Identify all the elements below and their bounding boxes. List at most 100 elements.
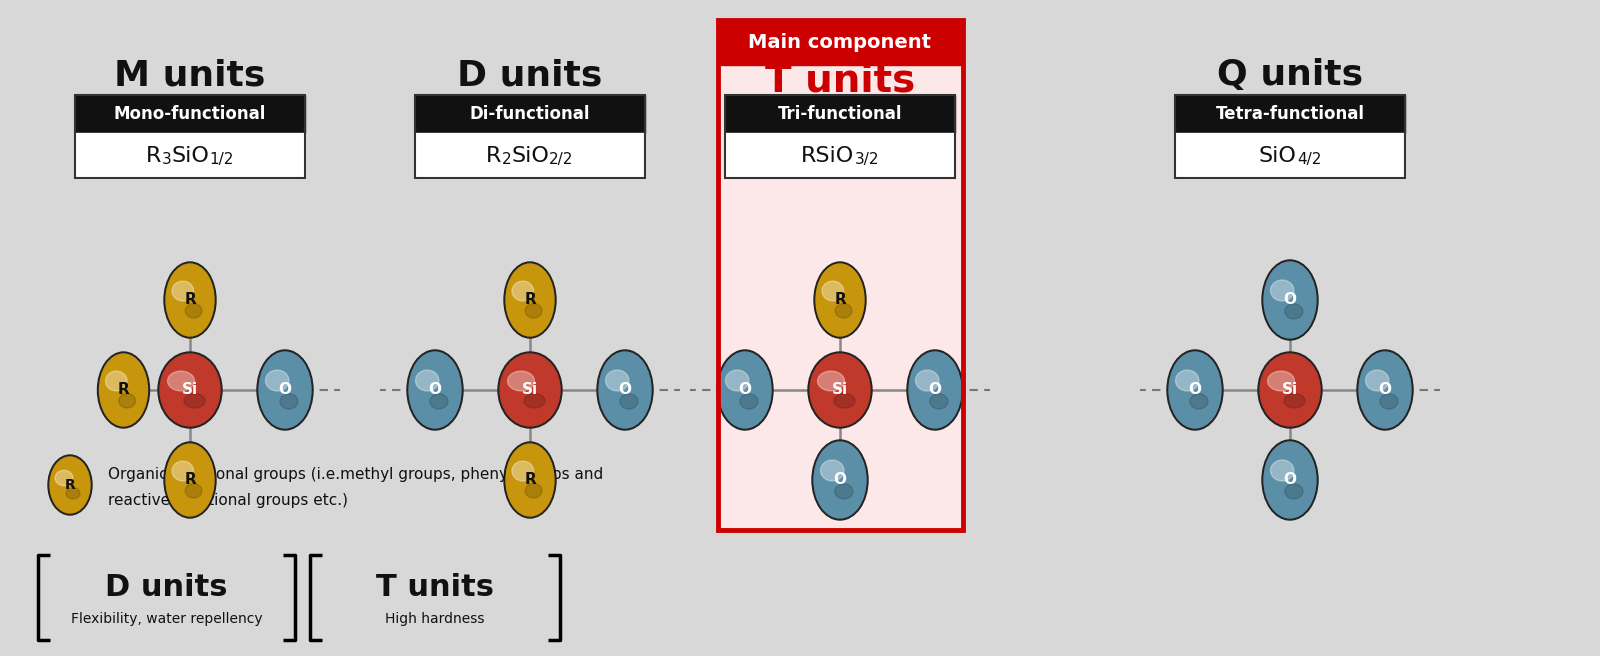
Ellipse shape xyxy=(1365,370,1389,391)
Bar xyxy=(75,95,306,133)
Ellipse shape xyxy=(1261,354,1320,426)
Ellipse shape xyxy=(907,350,963,430)
Ellipse shape xyxy=(619,394,638,409)
Ellipse shape xyxy=(1285,304,1302,319)
Ellipse shape xyxy=(99,354,147,426)
Ellipse shape xyxy=(525,394,546,408)
Text: R: R xyxy=(184,293,195,308)
Ellipse shape xyxy=(499,354,560,426)
Ellipse shape xyxy=(1358,352,1411,428)
Ellipse shape xyxy=(1258,352,1322,428)
Text: Di-functional: Di-functional xyxy=(470,105,590,123)
Ellipse shape xyxy=(821,460,843,481)
Text: 4/2: 4/2 xyxy=(1296,152,1322,167)
Ellipse shape xyxy=(50,457,90,513)
Ellipse shape xyxy=(1264,262,1315,338)
Bar xyxy=(75,95,306,178)
Bar xyxy=(725,95,955,133)
Ellipse shape xyxy=(504,442,557,518)
Ellipse shape xyxy=(173,281,194,301)
Bar xyxy=(414,133,645,178)
Ellipse shape xyxy=(816,264,864,336)
Ellipse shape xyxy=(1285,483,1302,499)
Ellipse shape xyxy=(835,483,853,499)
Ellipse shape xyxy=(1379,394,1398,409)
Text: R: R xyxy=(184,472,195,487)
Ellipse shape xyxy=(808,352,872,428)
Ellipse shape xyxy=(930,394,947,409)
Text: R: R xyxy=(64,478,75,492)
Ellipse shape xyxy=(814,262,866,338)
Bar xyxy=(1174,95,1405,133)
Ellipse shape xyxy=(1166,350,1222,430)
Ellipse shape xyxy=(525,304,542,318)
Ellipse shape xyxy=(106,371,126,391)
Ellipse shape xyxy=(166,264,214,336)
Bar xyxy=(725,95,955,178)
Ellipse shape xyxy=(498,352,562,428)
Text: Si: Si xyxy=(1282,382,1298,398)
Ellipse shape xyxy=(506,444,554,516)
Ellipse shape xyxy=(280,394,298,409)
Bar xyxy=(717,65,963,530)
Ellipse shape xyxy=(818,371,845,391)
Text: Main component: Main component xyxy=(749,33,931,52)
Text: reactive functional groups etc.): reactive functional groups etc.) xyxy=(109,493,349,508)
Text: R: R xyxy=(146,146,162,165)
Ellipse shape xyxy=(909,352,962,428)
Text: O: O xyxy=(619,382,632,398)
Ellipse shape xyxy=(834,394,854,408)
Ellipse shape xyxy=(739,394,758,409)
Ellipse shape xyxy=(1170,352,1221,428)
Ellipse shape xyxy=(168,371,195,391)
Ellipse shape xyxy=(173,461,194,481)
Text: O: O xyxy=(278,382,291,398)
Ellipse shape xyxy=(259,352,310,428)
Text: High hardness: High hardness xyxy=(386,612,485,626)
Text: O: O xyxy=(1283,293,1296,308)
Ellipse shape xyxy=(1270,280,1294,301)
Ellipse shape xyxy=(118,394,136,408)
Bar xyxy=(414,95,645,178)
Ellipse shape xyxy=(410,352,461,428)
Text: T units: T units xyxy=(765,61,915,99)
Ellipse shape xyxy=(1267,371,1294,391)
Ellipse shape xyxy=(725,370,749,391)
Ellipse shape xyxy=(1176,370,1198,391)
Ellipse shape xyxy=(98,352,149,428)
Text: O: O xyxy=(834,472,846,487)
Ellipse shape xyxy=(165,442,216,518)
Text: O: O xyxy=(739,382,752,398)
Text: R: R xyxy=(118,382,130,398)
Text: 2/2: 2/2 xyxy=(549,152,574,167)
Ellipse shape xyxy=(158,352,222,428)
Text: SiO: SiO xyxy=(512,146,549,165)
Ellipse shape xyxy=(598,352,651,428)
Bar xyxy=(1174,95,1405,178)
Ellipse shape xyxy=(1262,440,1318,520)
Ellipse shape xyxy=(54,470,74,485)
Ellipse shape xyxy=(717,350,773,430)
Bar xyxy=(75,133,306,178)
Ellipse shape xyxy=(1190,394,1208,409)
Text: D units: D units xyxy=(458,58,603,92)
Ellipse shape xyxy=(814,442,866,518)
Ellipse shape xyxy=(835,304,851,318)
Ellipse shape xyxy=(813,440,867,520)
Text: Si: Si xyxy=(182,382,198,398)
Text: Mono-functional: Mono-functional xyxy=(114,105,266,123)
Ellipse shape xyxy=(186,304,202,318)
Ellipse shape xyxy=(810,354,870,426)
Text: O: O xyxy=(1189,382,1202,398)
Text: O: O xyxy=(928,382,941,398)
Bar xyxy=(414,95,645,133)
Ellipse shape xyxy=(512,461,533,481)
Text: Si: Si xyxy=(832,382,848,398)
Text: SiO: SiO xyxy=(1259,146,1296,165)
Text: D units: D units xyxy=(106,573,227,602)
Ellipse shape xyxy=(166,444,214,516)
Ellipse shape xyxy=(718,352,771,428)
Ellipse shape xyxy=(1270,460,1294,481)
Text: R: R xyxy=(525,293,536,308)
Text: Q units: Q units xyxy=(1218,58,1363,92)
